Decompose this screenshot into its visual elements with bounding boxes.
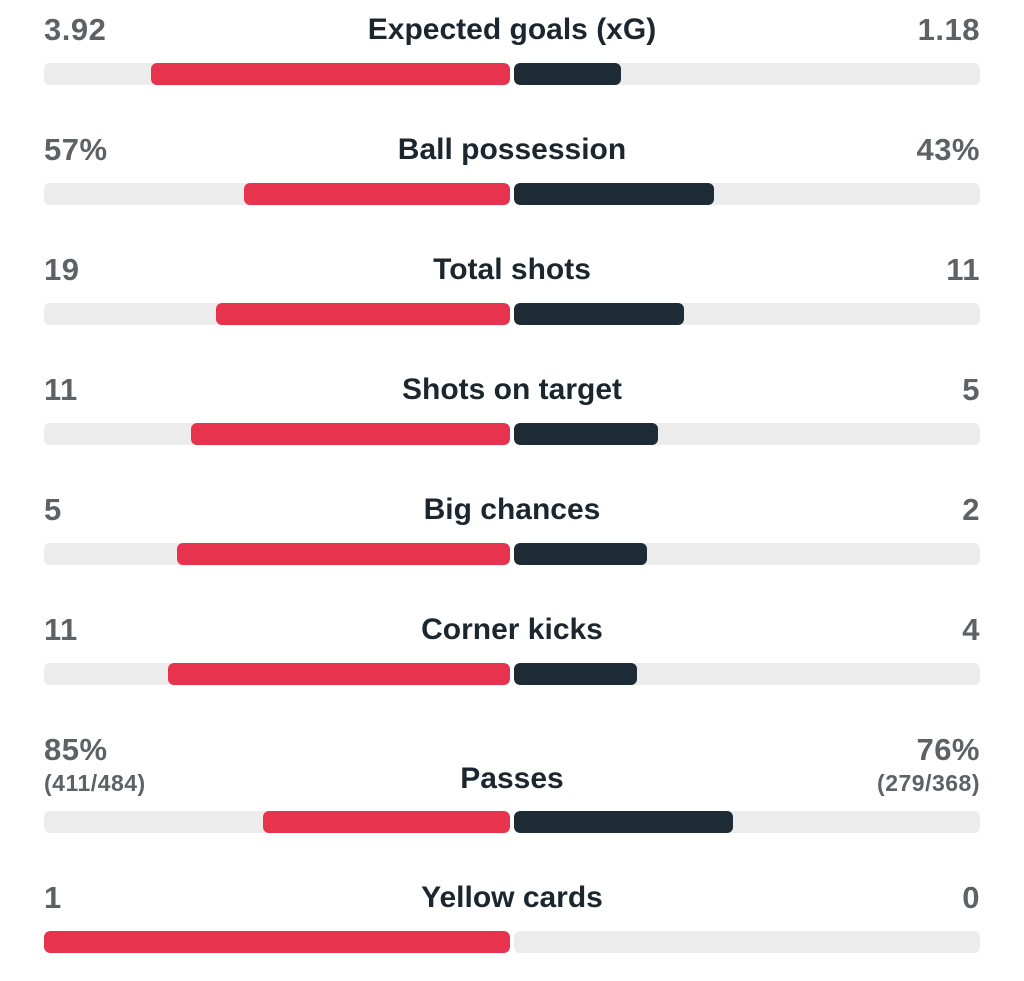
home-value: 57% — [44, 132, 108, 167]
away-bar-fill — [514, 63, 622, 85]
home-value: 11 — [44, 612, 78, 647]
away-value: 76% — [916, 732, 980, 767]
stat-bars — [44, 183, 980, 205]
home-bar-fill — [167, 663, 510, 685]
home-bar-fill — [190, 423, 510, 445]
stat-bars — [44, 663, 980, 685]
stat-bars — [44, 423, 980, 445]
home-bar-fill — [263, 811, 510, 833]
home-value: 11 — [44, 372, 78, 407]
stat-row-corner-kicks: 11 Corner kicks 4 — [44, 612, 980, 685]
away-bar-track — [514, 811, 980, 833]
home-bar-track — [44, 543, 510, 565]
home-bar-track — [44, 423, 510, 445]
stat-row-total-shots: 19 Total shots 11 — [44, 252, 980, 325]
home-bar-track — [44, 183, 510, 205]
home-value: 1 — [44, 880, 62, 915]
home-value: 3.92 — [44, 12, 107, 47]
home-bar-track — [44, 63, 510, 85]
away-value: 2 — [962, 492, 980, 527]
home-value: 5 — [44, 492, 62, 527]
away-bar-track — [514, 543, 980, 565]
away-bar-track — [514, 63, 980, 85]
home-bar-track — [44, 663, 510, 685]
stat-label: Ball possession — [397, 133, 627, 166]
home-value: 19 — [44, 252, 80, 287]
home-sub-value: (411/484) — [44, 770, 146, 796]
home-bar-fill — [244, 183, 510, 205]
away-bar-fill — [514, 811, 734, 833]
stat-label: Shots on target — [401, 373, 622, 406]
away-bar-fill — [514, 663, 638, 685]
home-bar-fill — [216, 303, 510, 325]
away-value: 43% — [916, 132, 980, 167]
home-bar-track — [44, 811, 510, 833]
away-value: 0 — [962, 880, 980, 915]
away-value: 5 — [962, 372, 980, 407]
stat-row-shots-on-target: 11 Shots on target 5 — [44, 372, 980, 445]
home-value: 85% — [44, 732, 108, 767]
stat-row-yellow-cards: 1 Yellow cards 0 — [44, 880, 980, 953]
stat-row-passes: 85% (411/484) Passes 76% (279/368) — [44, 732, 980, 833]
stat-bars — [44, 303, 980, 325]
stat-label: Big chances — [423, 493, 601, 526]
stat-bars — [44, 931, 980, 953]
stat-label: Passes — [460, 762, 564, 795]
away-bar-fill — [514, 183, 715, 205]
stat-bars — [44, 811, 980, 833]
away-bar-fill — [514, 543, 647, 565]
away-value: 11 — [946, 252, 980, 287]
home-bar-fill — [176, 543, 510, 565]
away-sub-value: (279/368) — [877, 770, 980, 796]
away-bar-track — [514, 423, 980, 445]
stat-row-big-chances: 5 Big chances 2 — [44, 492, 980, 565]
away-value: 1.18 — [917, 12, 980, 47]
away-bar-track — [514, 663, 980, 685]
stat-row-xg: 3.92 Expected goals (xG) 1.18 — [44, 12, 980, 85]
stat-label: Expected goals (xG) — [367, 13, 657, 46]
stat-bars — [44, 63, 980, 85]
away-bar-fill — [514, 423, 659, 445]
away-value: 4 — [962, 612, 980, 647]
stat-label: Total shots — [433, 253, 591, 286]
away-bar-fill — [514, 303, 685, 325]
stat-label: Corner kicks — [421, 613, 603, 646]
away-bar-track — [514, 303, 980, 325]
away-bar-track — [514, 931, 980, 953]
stat-bars — [44, 543, 980, 565]
home-bar-track — [44, 931, 510, 953]
away-bar-track — [514, 183, 980, 205]
home-bar-track — [44, 303, 510, 325]
home-bar-fill — [44, 931, 510, 953]
home-bar-fill — [151, 63, 510, 85]
stat-label: Yellow cards — [421, 881, 603, 914]
stat-row-possession: 57% Ball possession 43% — [44, 132, 980, 205]
